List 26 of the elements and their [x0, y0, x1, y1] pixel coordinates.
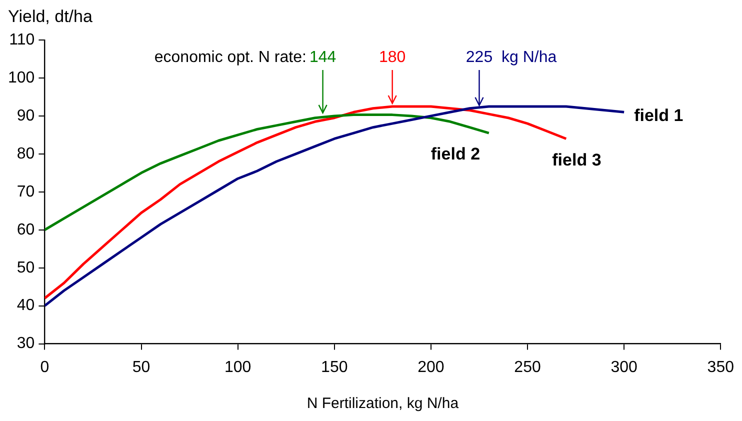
y-tick-label: 50	[16, 259, 35, 276]
x-tick-label: 150	[321, 358, 348, 376]
x-axis-title: N Fertilization, kg N/ha	[306, 395, 460, 412]
series-label: field 1	[634, 106, 684, 125]
y-tick-label: 60	[16, 221, 35, 238]
series-label: field 3	[552, 150, 602, 170]
x-tick-label: 300	[610, 358, 638, 376]
annotation: 180	[378, 49, 406, 66]
y-axis-title: Yield, dt/ha	[8, 7, 93, 26]
x-tick-label: 100	[224, 358, 252, 376]
y-tick-label: 70	[16, 183, 35, 200]
x-tick-label: 200	[418, 358, 444, 376]
y-tick-label: 100	[8, 69, 35, 86]
x-tick-label: 50	[132, 358, 150, 376]
annotation: economic opt. N rate:	[154, 49, 306, 66]
y-tick-label: 30	[16, 335, 35, 352]
x-tick-label: 250	[514, 358, 541, 376]
series-label: field 2	[430, 144, 480, 164]
annotation: 225 kg N/ha	[466, 49, 557, 66]
y-tick-label: 80	[16, 145, 35, 162]
x-tick-label: 350	[707, 358, 734, 376]
y-tick-label: 110	[9, 31, 35, 48]
y-tick-label: 40	[16, 297, 35, 314]
y-tick-label: 90	[16, 107, 35, 124]
annotation: 144	[309, 49, 336, 66]
x-tick-label: 0	[40, 358, 50, 376]
